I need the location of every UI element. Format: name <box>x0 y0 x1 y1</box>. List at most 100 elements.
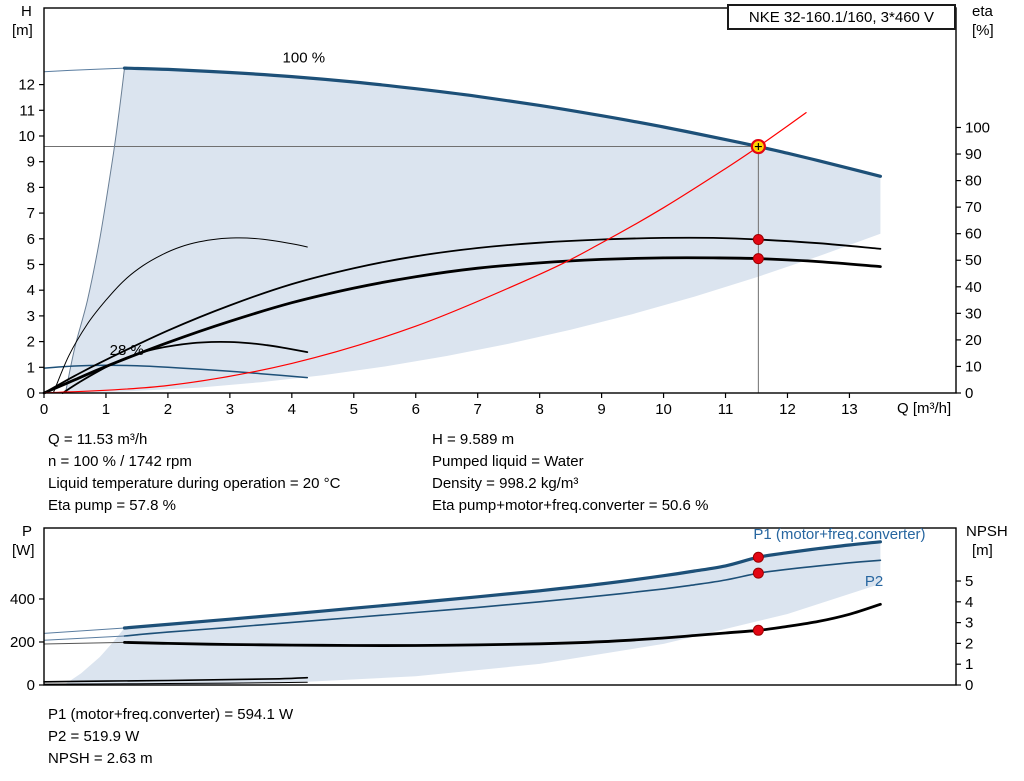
head-y2-tick-label: 90 <box>965 146 982 163</box>
duty-info-left-column: Q = 11.53 m³/h n = 100 % / 1742 rpm Liqu… <box>48 429 340 517</box>
head-plot-frame <box>43 7 957 394</box>
head-x-tick-label: 10 <box>655 401 672 418</box>
power-y2-tick-label: 4 <box>965 594 973 611</box>
head-x-tick-label: 4 <box>288 401 296 418</box>
flow-axis-label: Q [m³/h] <box>897 400 952 417</box>
head-y-tick-label: 0 <box>27 385 35 402</box>
power-y-tick-label: 0 <box>27 677 35 694</box>
head-curve-label-0: 100 % <box>283 50 326 67</box>
head-x-tick-label: 8 <box>535 401 543 418</box>
npsh-axis-unit: [m] <box>972 542 993 559</box>
head-value-dot <box>752 253 764 265</box>
head-y-tick-label: 11 <box>19 102 35 119</box>
head-y2-tick-label: 50 <box>965 252 982 269</box>
power-axis-unit: [W] <box>12 542 35 559</box>
head-y2-tick-label: 100 <box>965 119 990 136</box>
head-x-tick-label: 12 <box>779 401 796 418</box>
power-curve-label-0: P1 (motor+freq.converter) <box>753 526 925 543</box>
head-y-tick-label: 7 <box>27 205 35 222</box>
power-curve-label-1: P2 <box>865 573 883 590</box>
head-y2-tick-label: 20 <box>965 332 982 349</box>
power-y2-tick-label: 3 <box>965 615 973 632</box>
head-x-tick-label: 3 <box>226 401 234 418</box>
head-curve-pump-100-lead <box>43 67 125 73</box>
power-axis-name: P <box>22 523 33 540</box>
info-speed: n = 100 % / 1742 rpm <box>48 453 192 470</box>
head-y2-tick-label: 30 <box>965 305 982 322</box>
head-y-tick-label: 12 <box>18 77 35 94</box>
head-x-tick-label: 1 <box>102 401 110 418</box>
head-y-tick-label: 10 <box>18 128 35 145</box>
head-y2-tick-label: 70 <box>965 199 982 216</box>
head-y-tick-label: 8 <box>27 179 35 196</box>
head-axis-unit: [m] <box>12 22 33 39</box>
power-y-tick-label: 400 <box>10 591 35 608</box>
head-curve-label-1: 28 % <box>110 342 144 359</box>
head-y2-tick-label: 80 <box>965 173 982 190</box>
info-flow: Q = 11.53 m³/h <box>48 431 148 448</box>
power-y2-tick-label: 5 <box>965 573 973 590</box>
pump-title: NKE 32-160.1/160, 3*460 V <box>748 8 935 26</box>
npsh-axis-name: NPSH <box>966 523 1008 540</box>
head-y-tick-label: 1 <box>27 359 35 376</box>
power-y2-tick-label: 2 <box>965 635 973 652</box>
head-value-dot <box>752 234 764 246</box>
duty-info-right-column: H = 9.589 m Pumped liquid = Water Densit… <box>432 429 708 517</box>
head-y-tick-label: 2 <box>27 334 35 351</box>
head-x-tick-label: 9 <box>597 401 605 418</box>
power-y2-tick-label: 1 <box>965 656 973 673</box>
head-x-tick-label: 7 <box>474 401 482 418</box>
eta-axis-name: eta <box>972 3 993 20</box>
head-curve-eta-pump <box>43 236 882 394</box>
info-p1: P1 (motor+freq.converter) = 594.1 W <box>48 706 294 723</box>
power-power-envelope <box>65 541 881 685</box>
head-y2-tick-label: 10 <box>965 358 982 375</box>
head-x-tick-label: 6 <box>412 401 420 418</box>
info-liquid: Pumped liquid = Water <box>432 453 584 470</box>
power-curve-p2-curve <box>123 559 882 637</box>
head-y-tick-label: 3 <box>27 308 35 325</box>
head-y-tick-label: 4 <box>27 282 35 299</box>
head-y2-tick-label: 0 <box>965 385 973 402</box>
head-x-tick-label: 5 <box>350 401 358 418</box>
head-y-tick-label: 9 <box>27 154 35 171</box>
head-curve-eta-pump-motor-freq <box>42 256 882 395</box>
head-curve-min-flow-boundary <box>65 67 125 393</box>
power-y-tick-label: 200 <box>10 634 35 651</box>
info-npsh: NPSH = 2.63 m <box>48 750 153 767</box>
head-y2-tick-label: 40 <box>965 279 982 296</box>
head-y-tick-label: 5 <box>27 256 35 273</box>
power-value-dot <box>752 551 764 563</box>
head-x-tick-label: 0 <box>40 401 48 418</box>
power-curve-npsh-curve <box>123 602 882 647</box>
info-temperature: Liquid temperature during operation = 20… <box>48 475 341 492</box>
head-y-tick-label: 6 <box>27 231 35 248</box>
info-head: H = 9.589 m <box>432 431 515 448</box>
head-x-tick-label: 11 <box>718 401 734 418</box>
info-p2: P2 = 519.9 W <box>48 728 140 745</box>
head-x-tick-label: 2 <box>164 401 172 418</box>
head-curve-pump-curve-100pct <box>122 66 882 178</box>
head-curve-eta-28pct-pump <box>52 237 308 394</box>
power-curve-p2-lead <box>43 635 125 641</box>
power-plot-frame <box>43 527 957 686</box>
power-y2-tick-label: 0 <box>965 677 973 694</box>
eta-axis-unit: [%] <box>972 22 994 39</box>
info-density: Density = 998.2 kg/m³ <box>432 475 579 492</box>
power-value-dot <box>752 624 764 636</box>
head-speed-control-envelope <box>65 68 881 393</box>
power-curve-p1-curve <box>122 540 882 630</box>
head-x-tick-label: 13 <box>841 401 858 418</box>
info-eta-pump: Eta pump = 57.8 % <box>48 497 176 514</box>
head-y2-tick-label: 60 <box>965 226 982 243</box>
power-value-dot <box>752 567 764 579</box>
power-info-column: P1 (motor+freq.converter) = 594.1 W P2 =… <box>48 704 293 770</box>
power-curve-npsh-lead <box>43 641 125 645</box>
info-eta-total: Eta pump+motor+freq.converter = 50.6 % <box>432 497 709 514</box>
head-axis-name: H <box>21 3 32 20</box>
power-curve-p-28pct-lower <box>43 681 308 685</box>
power-curve-p1-lead <box>43 627 125 634</box>
power-curve-p-28pct-upper <box>43 676 309 683</box>
